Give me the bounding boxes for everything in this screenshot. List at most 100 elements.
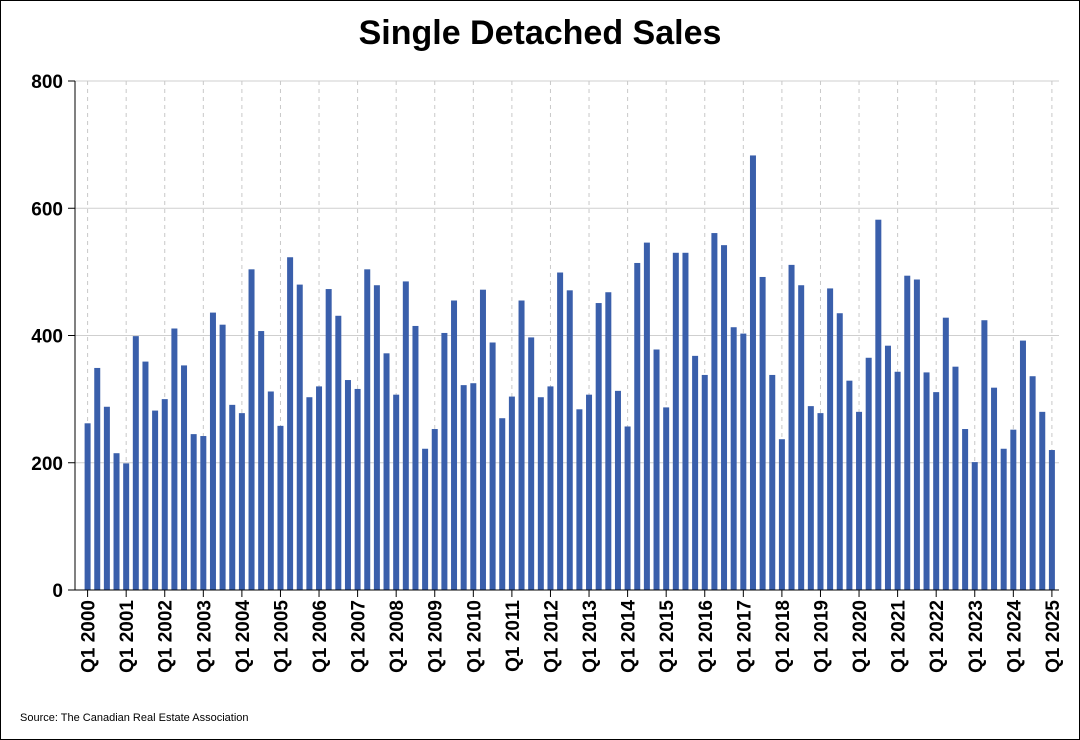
- bar-q4-2024: [1039, 411, 1046, 590]
- x-tick-label: Q1 2000: [79, 600, 100, 673]
- bar-q3-2017: [759, 276, 766, 590]
- bar-q2-2009: [441, 332, 448, 590]
- bar-q4-2007: [383, 353, 390, 590]
- bar-q4-2023: [1000, 448, 1007, 590]
- x-tick-label: Q1 2010: [464, 600, 485, 673]
- bar-q2-2015: [672, 252, 679, 590]
- bar-q3-2014: [643, 242, 650, 591]
- x-tick-label: Q1 2001: [117, 600, 138, 673]
- bar-q2-2020: [865, 357, 872, 590]
- bar-q4-2012: [576, 409, 583, 590]
- bar-q4-2002: [190, 434, 197, 590]
- bar-q2-2022: [942, 317, 949, 590]
- x-tick-label: Q1 2007: [349, 600, 370, 673]
- x-tick-label: Q1 2002: [156, 600, 177, 673]
- x-tick-label: Q1 2022: [927, 600, 948, 673]
- bar-q2-2018: [788, 264, 795, 590]
- bar-q2-2006: [325, 289, 332, 590]
- bar-q1-2012: [547, 386, 554, 590]
- bar-q4-2011: [537, 397, 544, 590]
- x-tick-label: Q1 2013: [580, 600, 601, 673]
- x-tick-label: Q1 2016: [696, 600, 717, 673]
- bar-q3-2008: [412, 325, 419, 590]
- bar-q1-2023: [971, 462, 978, 590]
- bar-q1-2007: [354, 388, 361, 590]
- bar-q2-2017: [749, 155, 756, 590]
- x-tick-label: Q1 2006: [310, 600, 331, 673]
- bar-q2-2012: [557, 272, 564, 590]
- bar-q2-2001: [132, 336, 139, 590]
- bar-q1-2014: [624, 426, 631, 590]
- bar-q1-2021: [894, 371, 901, 590]
- bar-q2-2008: [402, 281, 409, 590]
- bar-q1-2002: [161, 399, 168, 590]
- bar-q4-2008: [422, 448, 429, 590]
- bar-q3-2004: [258, 331, 265, 590]
- bar-q1-2011: [508, 396, 515, 590]
- bar-q1-2025: [1048, 450, 1055, 590]
- bar-q4-2016: [730, 327, 737, 590]
- bar-q2-2011: [518, 300, 525, 590]
- bar-q1-2015: [663, 407, 670, 590]
- y-tick-label: 600: [31, 199, 63, 220]
- bar-q1-2017: [740, 333, 747, 590]
- bar-q4-2018: [807, 406, 814, 590]
- bar-q3-2016: [721, 245, 728, 590]
- bar-q3-2015: [682, 252, 689, 590]
- bar-q3-2022: [952, 366, 959, 590]
- bar-q2-2004: [248, 269, 255, 590]
- bar-q2-2002: [171, 328, 178, 590]
- bar-q2-2019: [827, 288, 834, 590]
- bar-q1-2016: [701, 374, 708, 590]
- bar-q3-2006: [335, 315, 342, 590]
- bar-q4-2001: [152, 410, 159, 590]
- x-tick-label: Q1 2003: [194, 600, 215, 673]
- y-tick-label: 800: [31, 72, 63, 93]
- y-tick-label: 400: [31, 327, 63, 348]
- axes: 0 200 400 600 800 Q1 2000 Q1 2001 Q1 2002 Q1 200…: [31, 72, 1064, 673]
- x-tick-label: Q1 2019: [811, 600, 832, 673]
- bar-q2-2013: [595, 303, 602, 590]
- bar-q1-2009: [431, 429, 438, 590]
- bar-q2-2007: [364, 269, 371, 590]
- bar-q4-2009: [460, 385, 467, 590]
- bar-q2-2003: [209, 312, 216, 590]
- x-tick-label: Q1 2023: [966, 600, 987, 673]
- bar-q1-2024: [1010, 429, 1017, 590]
- bar-q4-2020: [884, 345, 891, 590]
- bar-q4-2021: [923, 372, 930, 590]
- x-tick-label: Q1 2009: [426, 600, 447, 673]
- bar-q3-2011: [528, 337, 535, 590]
- bar-q1-2022: [933, 392, 940, 590]
- bar-q3-2013: [605, 292, 612, 590]
- bar-q3-2001: [142, 361, 149, 590]
- bar-q4-2005: [306, 397, 313, 590]
- bar-q3-2024: [1029, 376, 1036, 590]
- bar-q3-2012: [566, 290, 573, 590]
- bar-q3-2023: [991, 387, 998, 590]
- bar-q2-2023: [981, 320, 988, 590]
- bar-q4-2006: [344, 380, 351, 590]
- bar-q3-2019: [836, 313, 843, 590]
- bar-q4-2003: [229, 404, 236, 590]
- x-tick-label: Q1 2015: [657, 600, 678, 673]
- bar-q3-2002: [181, 365, 188, 590]
- bar-q4-2010: [499, 418, 506, 590]
- x-tick-label: Q1 2017: [734, 600, 755, 673]
- bar-q1-2013: [586, 394, 593, 590]
- bar-q1-2003: [200, 436, 207, 590]
- bar-q4-2017: [769, 374, 776, 590]
- bar-q1-2004: [238, 413, 245, 590]
- x-tick-label: Q1 2005: [271, 600, 292, 673]
- x-tick-label: Q1 2025: [1043, 600, 1064, 673]
- bar-q3-2003: [219, 324, 226, 590]
- bar-q4-2013: [614, 390, 621, 590]
- x-tick-label: Q1 2011: [503, 600, 524, 672]
- bar-q2-2010: [479, 289, 486, 590]
- x-tick-label: Q1 2014: [619, 600, 640, 673]
- bar-q2-2005: [287, 257, 294, 590]
- x-tick-label: Q1 2021: [889, 600, 910, 673]
- bar-q1-2020: [856, 411, 863, 590]
- y-tick-label: 0: [52, 581, 63, 602]
- bar-q3-2021: [913, 279, 920, 590]
